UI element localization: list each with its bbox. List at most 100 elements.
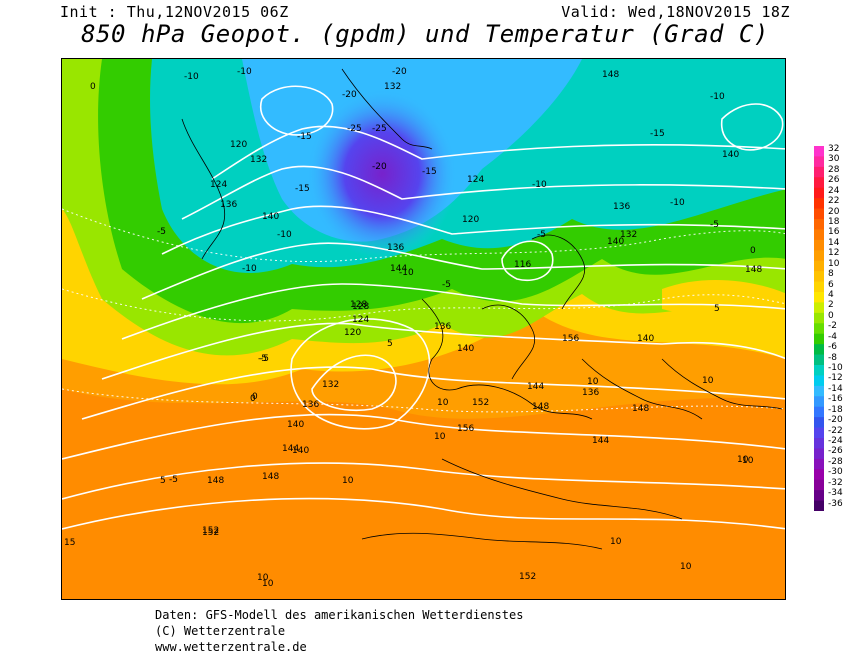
scale-swatch bbox=[814, 448, 824, 460]
temperature-label: -5 bbox=[442, 280, 451, 290]
geopotential-label: 124 bbox=[352, 315, 369, 325]
scale-swatch bbox=[814, 490, 824, 502]
scale-swatch bbox=[814, 146, 824, 157]
data-credit-footer: Daten: GFS-Modell des amerikanischen Wet… bbox=[155, 607, 523, 655]
scale-label: -2 bbox=[828, 321, 837, 332]
geopotential-label: 152 bbox=[519, 572, 536, 582]
scale-label: -20 bbox=[828, 415, 843, 426]
temperature-label: 10 bbox=[610, 537, 622, 547]
scale-swatch bbox=[814, 427, 824, 439]
map-labels: 152 148 144 140 136 132 128 124 120 116 … bbox=[64, 67, 762, 589]
temperature-field-south bbox=[62, 389, 785, 599]
scale-swatch bbox=[814, 166, 824, 178]
temperature-label: 10 bbox=[680, 562, 692, 572]
cold-core bbox=[307, 89, 457, 259]
geopotential-label: 144 bbox=[527, 382, 544, 392]
scale-label: 24 bbox=[828, 185, 840, 196]
temperature-label: -15 bbox=[422, 167, 437, 177]
geopotential-label: 132 bbox=[620, 230, 637, 240]
temperature-label: 15 bbox=[64, 538, 75, 548]
geopotential-label: 148 bbox=[532, 402, 549, 412]
geopotential-label: 152 bbox=[202, 526, 219, 536]
scale-label: -8 bbox=[828, 352, 837, 363]
geopotential-label: 136 bbox=[613, 202, 630, 212]
scale-swatch bbox=[814, 479, 824, 491]
temperature-isotherms bbox=[62, 208, 785, 413]
scale-swatch bbox=[814, 187, 824, 199]
scale-swatch bbox=[814, 260, 824, 272]
scale-swatch bbox=[814, 365, 824, 376]
geopotential-label: 120 bbox=[230, 140, 247, 150]
temperature-label: 10 bbox=[342, 476, 354, 486]
temperature-label: 10 bbox=[742, 456, 754, 466]
temperature-label: 10 bbox=[262, 579, 274, 589]
init-time: Init : Thu,12NOV2015 06Z bbox=[60, 3, 289, 21]
scale-label: 30 bbox=[828, 154, 840, 165]
scale-label: -26 bbox=[828, 446, 843, 457]
scale-swatch bbox=[814, 281, 824, 293]
map-title: 850 hPa Geopot. (gpdm) und Temperatur (G… bbox=[81, 20, 769, 48]
footer-data-source: Daten: GFS-Modell des amerikanischen Wet… bbox=[155, 608, 524, 622]
geopotential-label: 128 bbox=[350, 300, 367, 310]
scale-label: 22 bbox=[828, 196, 840, 207]
geopotential-label: 156 bbox=[562, 334, 579, 344]
geopotential-label: 144 bbox=[282, 444, 299, 454]
scale-label: 12 bbox=[828, 248, 840, 259]
temperature-label: 0 bbox=[252, 392, 258, 402]
scale-swatch bbox=[814, 469, 824, 481]
scale-swatch bbox=[814, 302, 824, 314]
geopotential-label: 120 bbox=[462, 215, 479, 225]
scale-label: -4 bbox=[828, 331, 837, 342]
coastlines bbox=[181, 68, 783, 550]
temperature-label: -10 bbox=[710, 92, 725, 102]
scale-swatch bbox=[814, 219, 824, 230]
scale-label: -24 bbox=[828, 436, 843, 446]
valid-time: Valid: Wed,18NOV2015 18Z bbox=[561, 3, 790, 21]
temperature-label: 0 bbox=[250, 394, 256, 404]
scale-label: -12 bbox=[828, 373, 843, 384]
geopotential-label: 132 bbox=[250, 155, 267, 165]
scale-swatch bbox=[814, 229, 824, 241]
scale-label: 28 bbox=[828, 164, 840, 175]
footer-website: www.wetterzentrale.de bbox=[155, 640, 307, 654]
geopotential-label: 136 bbox=[387, 243, 404, 253]
temperature-label: 0 bbox=[90, 82, 96, 92]
geopotential-label: 136 bbox=[302, 400, 319, 410]
scale-swatch bbox=[814, 438, 824, 449]
scale-label: -34 bbox=[828, 488, 843, 499]
geopotential-label: 128 bbox=[352, 302, 369, 312]
temperature-label: -25 bbox=[372, 124, 387, 134]
geopotential-label: 124 bbox=[467, 175, 484, 185]
scale-label: 0 bbox=[828, 310, 834, 321]
geopotential-label: 140 bbox=[292, 446, 309, 456]
geopotential-label: 136 bbox=[220, 200, 237, 210]
scale-label: 4 bbox=[828, 290, 834, 300]
scale-label: 6 bbox=[828, 279, 834, 290]
geopotential-contours bbox=[62, 85, 785, 530]
temperature-label: -15 bbox=[295, 184, 310, 194]
scale-swatch bbox=[814, 177, 824, 189]
geopotential-label: 140 bbox=[262, 212, 279, 222]
scale-swatch bbox=[814, 271, 824, 283]
scale-swatch bbox=[814, 500, 824, 511]
scale-swatch bbox=[814, 323, 824, 335]
scale-label: 32 bbox=[828, 144, 840, 154]
scale-swatch bbox=[814, 208, 824, 220]
geopotential-label: 148 bbox=[632, 404, 649, 414]
scale-swatch bbox=[814, 333, 824, 345]
temperature-label: -15 bbox=[650, 129, 665, 139]
geopotential-label: 136 bbox=[582, 388, 599, 398]
temperature-label: -5 bbox=[710, 220, 719, 230]
scale-label: 26 bbox=[828, 175, 840, 186]
temperature-label: 10 bbox=[434, 432, 446, 442]
geopotential-label: 148 bbox=[262, 472, 279, 482]
scale-swatch bbox=[814, 396, 824, 408]
scale-label: 20 bbox=[828, 206, 840, 217]
scale-label: -22 bbox=[828, 425, 843, 436]
geopotential-label: 120 bbox=[344, 328, 361, 338]
geopotential-label: 140 bbox=[287, 420, 304, 430]
geopotential-label: 148 bbox=[602, 70, 619, 80]
temperature-label: -5 bbox=[169, 475, 178, 485]
scale-label: 14 bbox=[828, 237, 840, 248]
temperature-label: -10 bbox=[242, 264, 257, 274]
